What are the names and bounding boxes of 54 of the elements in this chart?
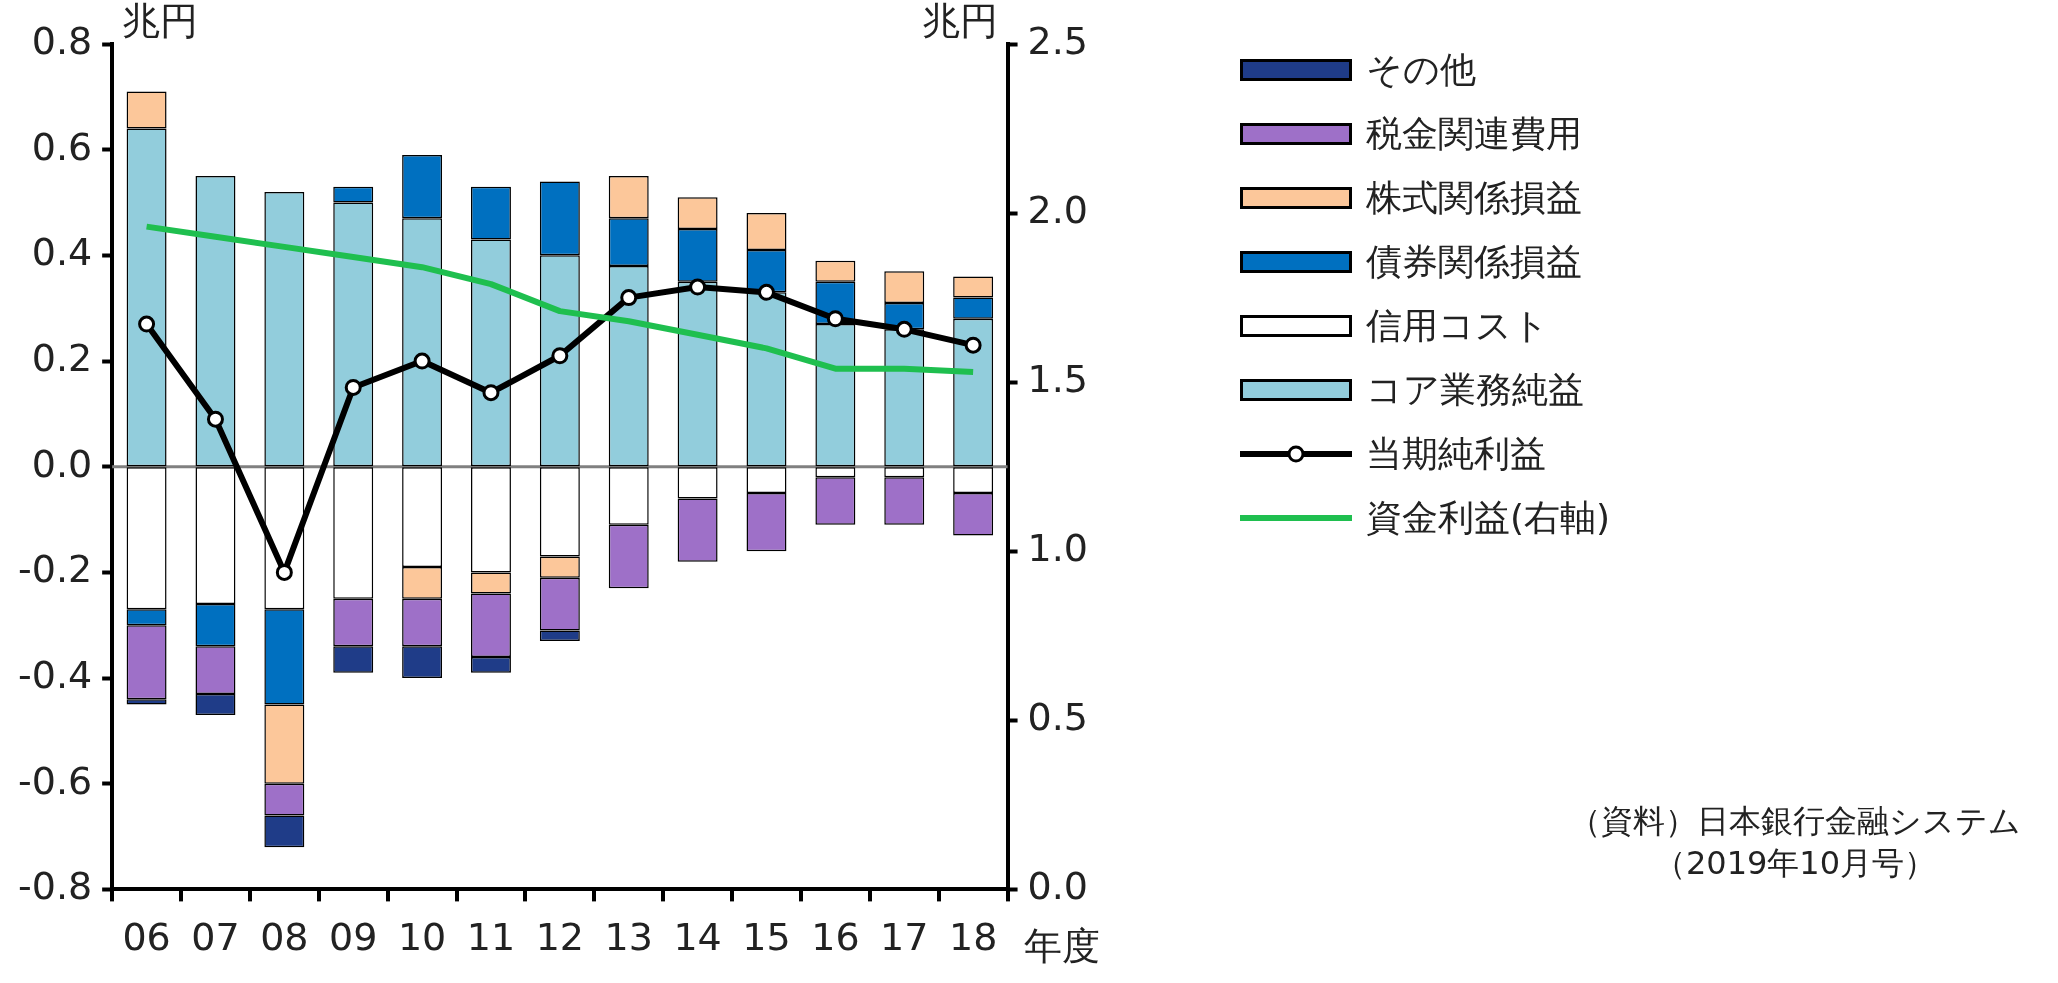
- x-tick-label: 11: [466, 915, 516, 960]
- x-tick-label: 17: [880, 915, 929, 960]
- text: （資料）日本銀行金融システム: [1568, 801, 2022, 842]
- x-tick-label: 15: [742, 915, 791, 960]
- point: [964, 336, 982, 354]
- x-axis-title: 年度: [1023, 923, 1100, 968]
- x-tick-label: 07: [191, 915, 240, 960]
- y2-axis-title: 兆円: [921, 0, 998, 43]
- legend-label: 信用コスト: [1366, 303, 1549, 348]
- x-tick-label: 14: [673, 915, 722, 960]
- y2-tick-label: 0.5: [1027, 695, 1088, 740]
- y2-tick-label: 2.0: [1027, 187, 1088, 232]
- point: [826, 310, 844, 328]
- point: [757, 283, 775, 301]
- y2-tick-label: 1.5: [1027, 357, 1088, 402]
- point: [620, 289, 638, 307]
- y-axis-title: 兆円: [122, 0, 199, 43]
- point: [689, 278, 707, 296]
- y-tick-label: 0.6: [31, 124, 93, 169]
- legend-label: 税金関連費用: [1366, 111, 1582, 156]
- x-tick-label: 18: [948, 915, 998, 960]
- legend-label: 資金利益(右軸): [1366, 495, 1611, 540]
- point: [413, 352, 431, 370]
- legend-label: その他: [1366, 47, 1476, 92]
- y-tick-label: -0.2: [17, 547, 93, 592]
- y-tick-label: -0.6: [17, 758, 93, 803]
- y-tick-label: 0.8: [31, 18, 93, 63]
- legend-label: 株式関係損益: [1366, 175, 1582, 220]
- y-tick-label: 0.2: [31, 335, 93, 380]
- point: [206, 410, 224, 428]
- y2-tick-label: 0.0: [1027, 864, 1088, 909]
- x-tick-label: 06: [122, 915, 171, 960]
- point: [551, 347, 569, 365]
- point: [895, 320, 913, 338]
- y-tick-label: -0.8: [17, 864, 93, 909]
- text: （2019年10月号）: [1652, 843, 1938, 884]
- legend-label: 債券関係損益: [1366, 239, 1582, 284]
- x-tick-label: 10: [397, 915, 447, 960]
- legend-label: コア業務純益: [1366, 367, 1584, 412]
- x-tick-label: 13: [604, 915, 653, 960]
- point: [275, 563, 293, 581]
- point: [138, 315, 156, 333]
- y2-tick-label: 2.5: [1027, 18, 1088, 63]
- point: [482, 384, 500, 402]
- y2-tick-label: 1.0: [1027, 526, 1088, 571]
- y-tick-label: 0.4: [31, 230, 93, 275]
- y-tick-label: -0.4: [17, 652, 93, 697]
- x-tick-label: 09: [329, 915, 378, 960]
- x-tick-label: 12: [535, 915, 585, 960]
- point: [344, 378, 362, 396]
- legend-label: 当期純利益: [1366, 431, 1546, 476]
- x-tick-label: 16: [811, 915, 860, 960]
- x-tick-label: 08: [260, 915, 309, 960]
- y-tick-label: 0.0: [31, 441, 93, 486]
